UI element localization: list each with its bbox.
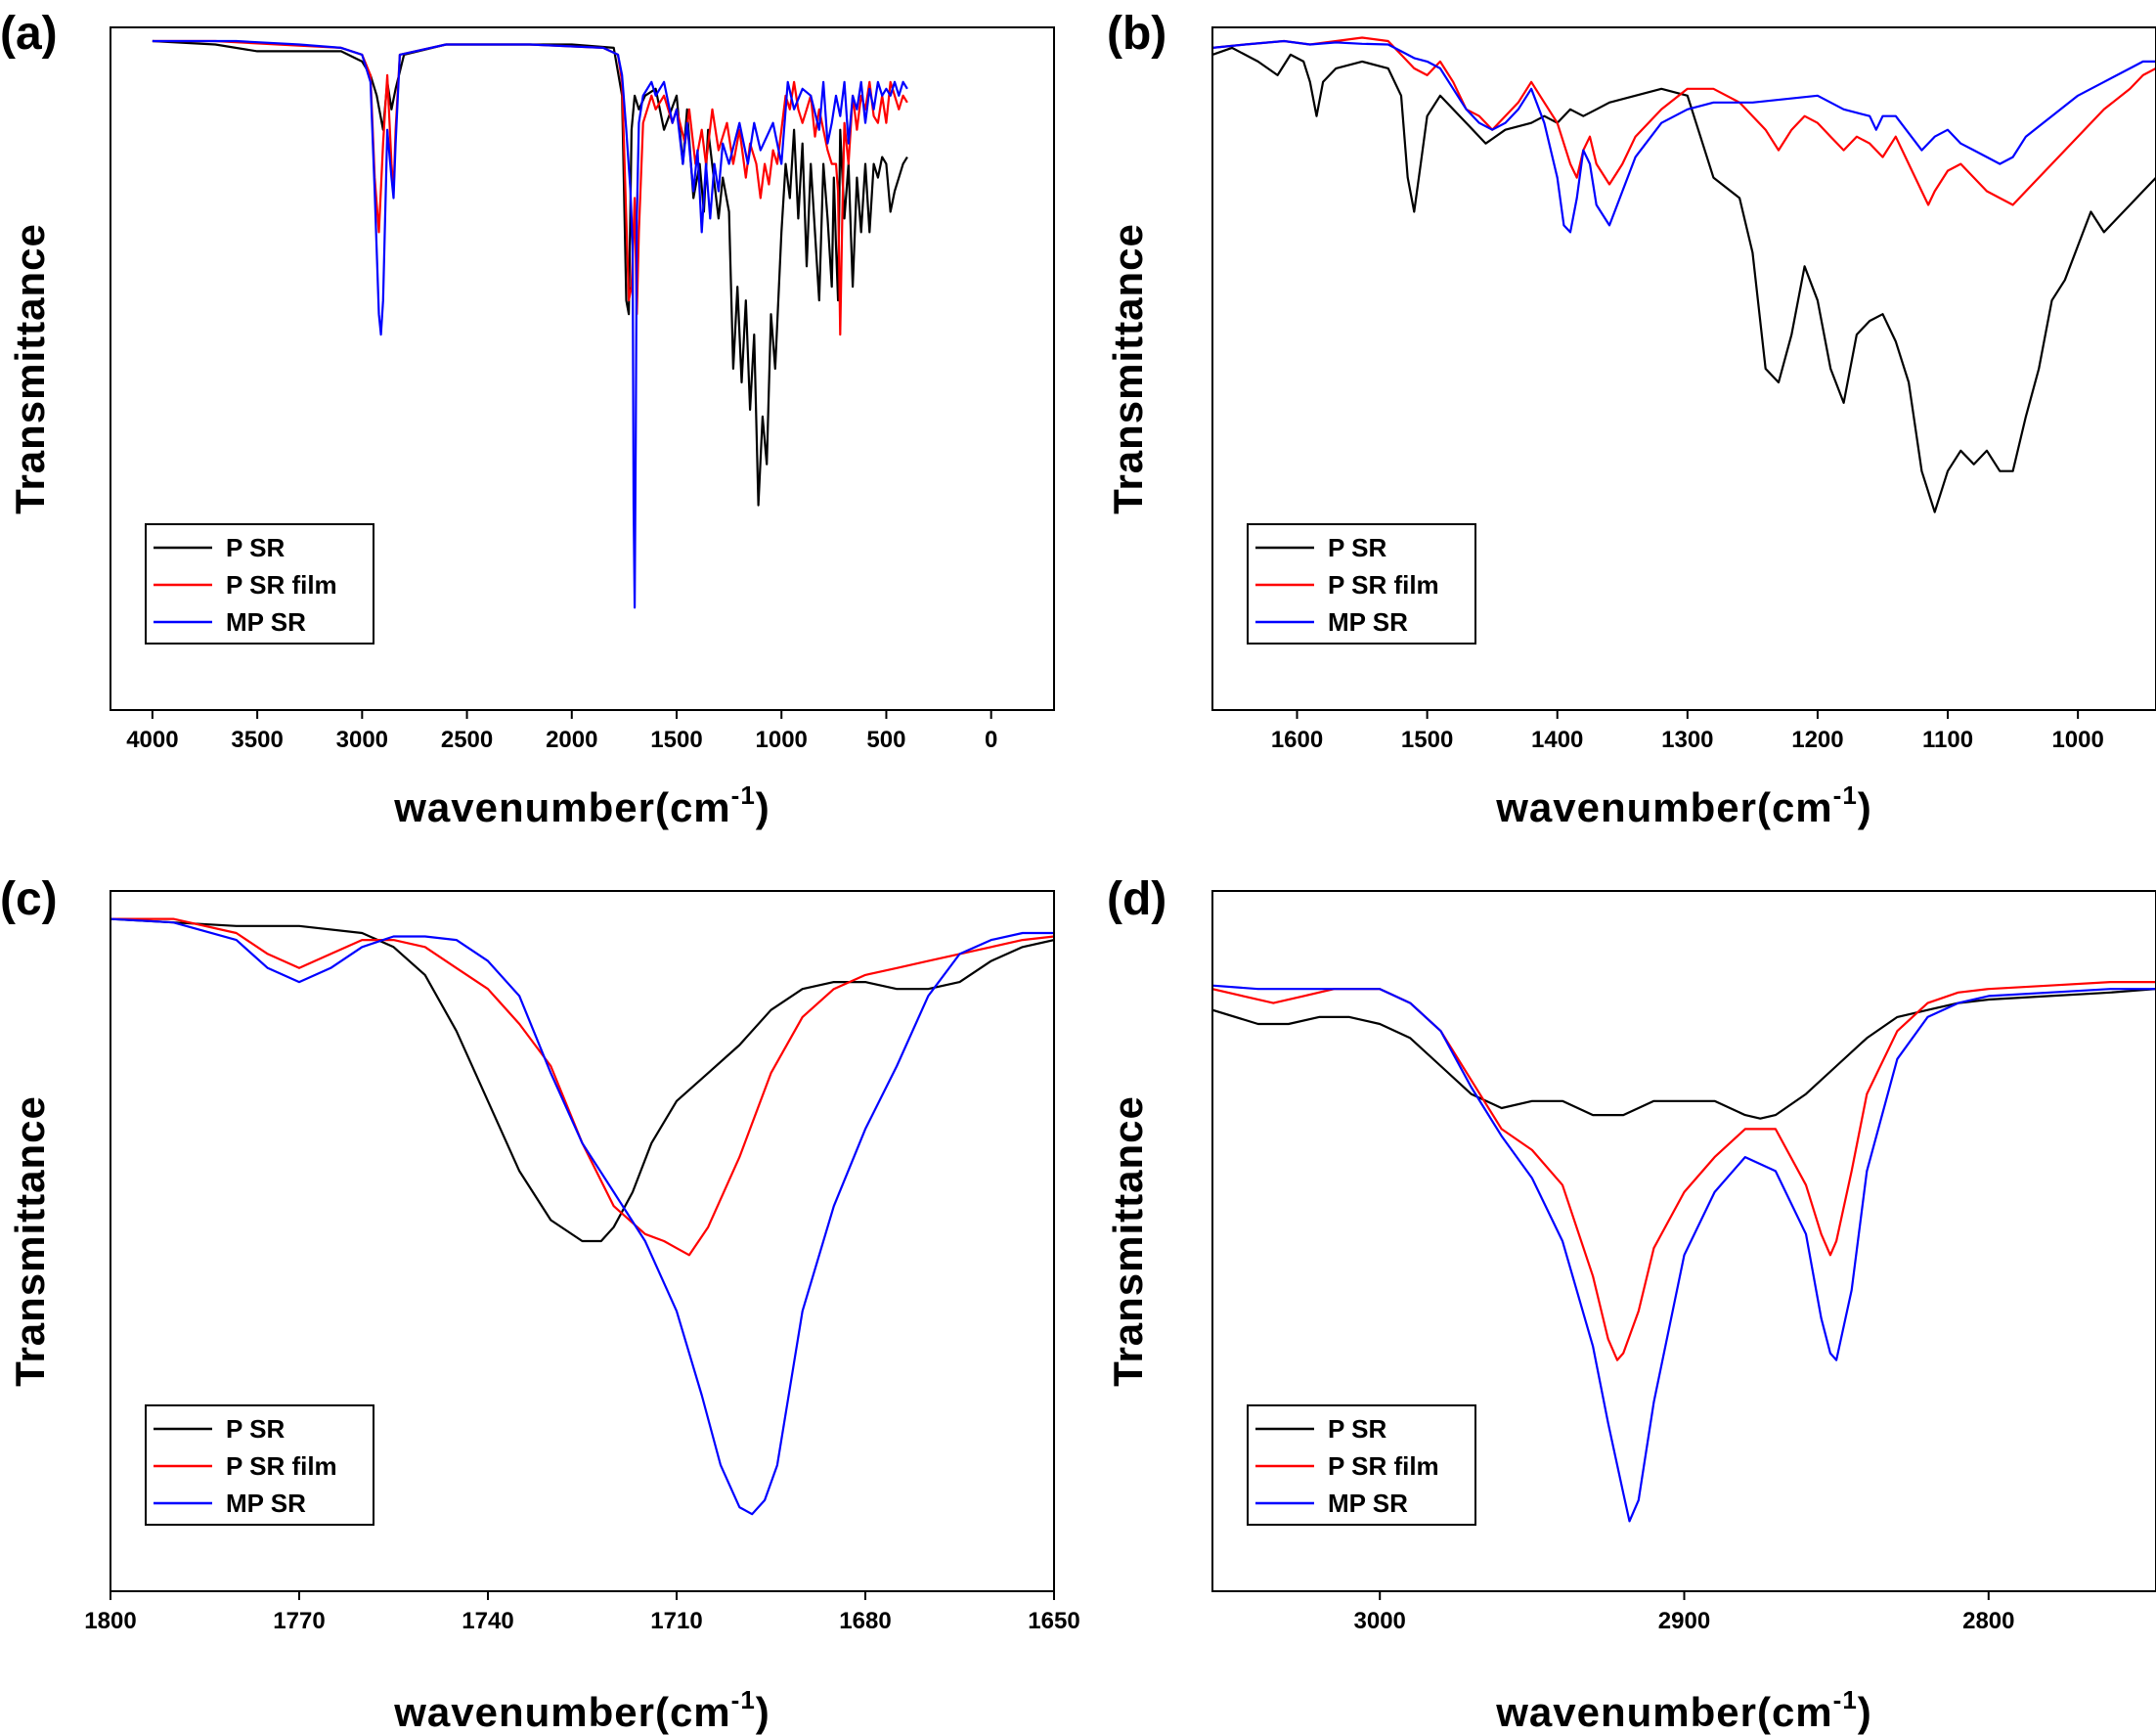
x-axis-title: wavenumber(cm-1) [393, 1685, 770, 1735]
series-line-mpsr [1212, 984, 2156, 1523]
series-line-mpsr [152, 39, 908, 609]
legend-label: P SR [1328, 1414, 1386, 1444]
plot-frame [110, 26, 1055, 711]
series-line-mpsr [110, 917, 1054, 1516]
x-tick-label: 2900 [1658, 1608, 1710, 1634]
series-line-psr-film [110, 917, 1054, 1257]
series-line-psr-film [1212, 36, 2156, 206]
series-line-psr-film [152, 39, 908, 336]
y-axis-title: Transmittance [1105, 1095, 1151, 1387]
legend-label: P SR [226, 1414, 285, 1444]
x-axis-title-main: wavenumber(cm [393, 1689, 730, 1735]
x-axis-title: wavenumber(cm-1) [1495, 780, 1872, 830]
series-line-psr [152, 39, 908, 507]
x-axis-title-main: wavenumber(cm [393, 784, 730, 830]
chart-panel-0: (a) 4000 3500 3000 2500 2000 1500 1000 500 0 waven… [0, 8, 1055, 830]
chart-panel-1: (b) 1600 1500 1400 1300 1200 1100 1000 wavenumbe… [1105, 8, 2156, 830]
x-tick-label: 1710 [650, 1608, 702, 1634]
series-line-psr [110, 917, 1054, 1243]
legend-label: P SR film [226, 570, 337, 600]
x-tick-label: 1200 [1791, 727, 1843, 753]
x-tick-label: 1300 [1661, 727, 1713, 753]
legend-label: P SR film [1328, 1451, 1439, 1481]
legend: P SR P SR film MP SR [1247, 523, 1476, 645]
x-axis-title: wavenumber(cm-1) [393, 780, 770, 830]
legend-label: P SR film [1328, 570, 1439, 600]
x-axis-title-close: ) [756, 1689, 770, 1735]
x-tick-label: 1500 [1401, 727, 1453, 753]
legend-label: P SR film [226, 1451, 337, 1481]
x-tick-label: 1800 [84, 1608, 136, 1634]
x-axis-title-sup: -1 [731, 1685, 756, 1714]
x-tick-label: 1600 [1271, 727, 1323, 753]
panel-label: (d) [1107, 873, 1166, 925]
x-axis-title-main: wavenumber(cm [1495, 784, 1832, 830]
x-tick-label: 0 [985, 727, 997, 753]
chart-panel-2: (c) 1800 1770 1740 1710 1680 1650 wavenumber(cm… [0, 873, 1080, 1735]
x-tick-label: 2500 [441, 727, 493, 753]
legend: P SR P SR film MP SR [145, 1404, 374, 1526]
chart-panel-3: (d) 3000 2900 2800 wavenumber(cm-1) Transmitt… [1105, 873, 2156, 1735]
legend-box [145, 523, 374, 645]
x-tick-label: 1680 [839, 1608, 891, 1634]
series-line-psr-film [1212, 980, 2156, 1361]
x-tick-label: 1000 [756, 727, 808, 753]
series-line-mpsr [1212, 39, 2156, 234]
y-axis-title: Transmittance [1105, 223, 1151, 514]
panel-label: (a) [0, 8, 58, 60]
legend-label: P SR [1328, 533, 1386, 562]
legend: P SR P SR film MP SR [1247, 1404, 1476, 1526]
y-axis-title: Transmittance [7, 223, 53, 514]
x-axis-title-main: wavenumber(cm [1495, 1689, 1832, 1735]
x-tick-label: 1740 [462, 1608, 513, 1634]
x-tick-label: 4000 [126, 727, 178, 753]
y-axis-title: Transmittance [7, 1095, 53, 1387]
plot-frame [110, 890, 1055, 1592]
x-tick-label: 500 [866, 727, 905, 753]
series-group [110, 917, 1054, 1516]
series-group [152, 39, 908, 609]
x-tick-label: 3500 [231, 727, 283, 753]
legend-label: MP SR [226, 1489, 306, 1518]
x-tick-label: 2000 [546, 727, 597, 753]
legend-label: MP SR [1328, 1489, 1408, 1518]
x-tick-label: 3000 [336, 727, 388, 753]
x-tick-label: 3000 [1354, 1608, 1406, 1634]
series-line-psr [1212, 988, 2156, 1120]
panel-label: (c) [0, 873, 58, 925]
x-axis-title: wavenumber(cm-1) [1495, 1685, 1872, 1735]
x-tick-label: 1100 [1922, 727, 1973, 753]
legend-label: MP SR [226, 607, 306, 637]
x-axis-title-sup: -1 [1833, 780, 1858, 810]
series-line-psr [1212, 46, 2156, 513]
panel-label: (b) [1107, 8, 1166, 60]
x-axis-title-sup: -1 [1833, 1685, 1858, 1714]
x-tick-label: 2800 [1962, 1608, 2014, 1634]
x-axis-title-close: ) [1858, 784, 1872, 830]
x-tick-label: 1000 [2051, 727, 2103, 753]
x-tick-label: 1770 [273, 1608, 325, 1634]
x-tick-label: 1500 [650, 727, 702, 753]
legend-label: P SR [226, 533, 285, 562]
series-group [1212, 36, 2156, 513]
legend: P SR P SR film MP SR [145, 523, 374, 645]
plot-frame [1211, 26, 2156, 711]
x-axis-title-close: ) [756, 784, 770, 830]
x-axis-title-sup: -1 [731, 780, 756, 810]
x-tick-label: 1400 [1531, 727, 1583, 753]
series-group [1212, 980, 2156, 1523]
x-tick-label: 1650 [1028, 1608, 1079, 1634]
legend-label: MP SR [1328, 607, 1408, 637]
x-axis-title-close: ) [1858, 1689, 1872, 1735]
